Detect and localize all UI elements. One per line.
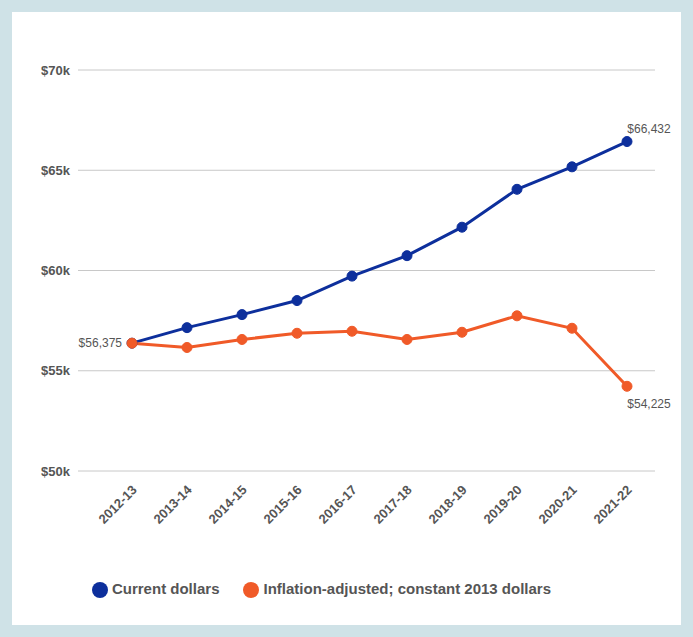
html-text:Inflation-adjusted; constant 2: Inflation-adjusted; constant 2013 dollar…	[263, 580, 551, 597]
svg-text:2015-16: 2015-16	[260, 482, 304, 526]
svg-text:2019-20: 2019-20	[480, 482, 524, 526]
svg-text:2018-19: 2018-19	[425, 482, 469, 526]
svg-text:2017-18: 2017-18	[370, 482, 414, 526]
svg-text:2013-14: 2013-14	[150, 482, 195, 527]
svg-text:$65k: $65k	[41, 163, 71, 178]
svg-text:2012-13: 2012-13	[95, 482, 139, 526]
html-text:Current dollars: Current dollars	[112, 580, 220, 597]
svg-text:$54,225: $54,225	[627, 397, 671, 411]
svg-text:$55k: $55k	[41, 363, 71, 378]
svg-text:2016-17: 2016-17	[315, 482, 359, 526]
svg-text:$66,432: $66,432	[627, 122, 671, 136]
svg-text:2021-22: 2021-22	[590, 482, 634, 526]
svg-text:2020-21: 2020-21	[535, 482, 579, 526]
svg-text:$70k: $70k	[41, 63, 71, 78]
svg-text:$50k: $50k	[41, 464, 71, 479]
svg-text:$60k: $60k	[41, 263, 71, 278]
svg-text:$56,375: $56,375	[79, 336, 123, 350]
svg-text:2014-15: 2014-15	[205, 482, 249, 526]
